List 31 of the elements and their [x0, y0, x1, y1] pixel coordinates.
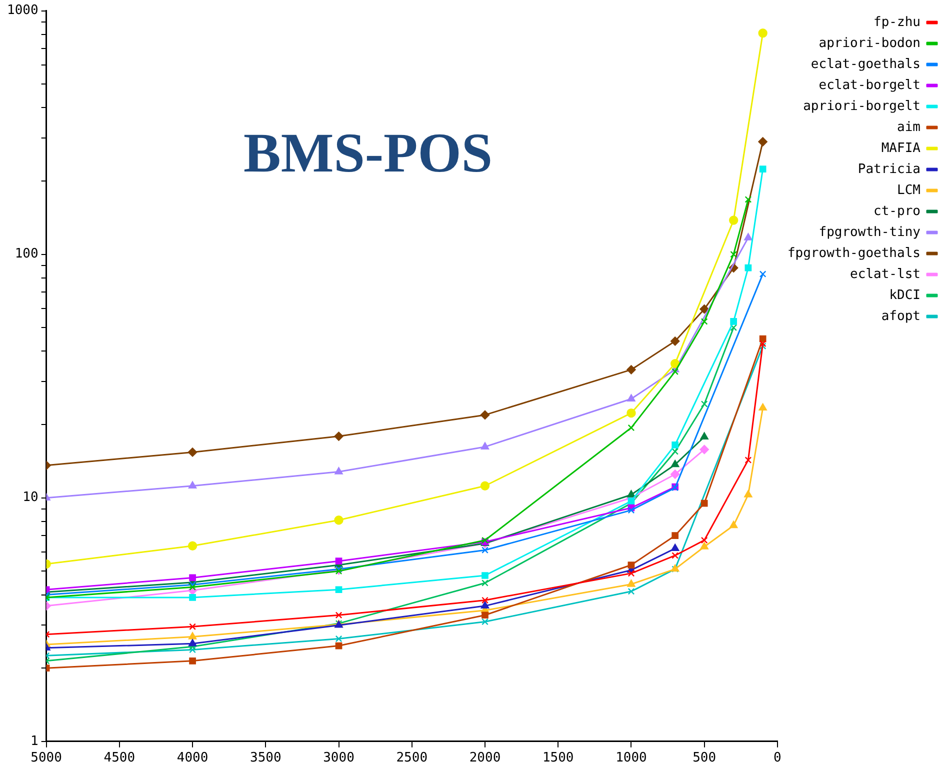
legend-label: kDCI — [889, 288, 920, 303]
legend-label: afopt — [881, 308, 920, 324]
legend-label: aim — [897, 120, 921, 135]
y-tick-label: 100 — [14, 246, 38, 262]
x-tick-label: 1000 — [616, 750, 647, 766]
legend-label: ct-pro — [874, 204, 920, 219]
x-tick-label: 2500 — [396, 750, 428, 766]
legend-label: apriori-borgelt — [803, 98, 920, 114]
x-tick-label: 3500 — [250, 750, 282, 766]
text: BMS-POS — [244, 122, 492, 184]
x-tick-label: 5000 — [30, 750, 62, 766]
x-tick-label: 4500 — [104, 750, 136, 766]
legend-label: LCM — [897, 182, 921, 198]
x-tick-label: 1500 — [542, 750, 574, 766]
legend-label: MAFIA — [881, 140, 921, 156]
x-tick-label: 0 — [774, 750, 782, 766]
legend-label: Patricia — [858, 162, 920, 177]
legend-label: apriori-bodon — [818, 36, 920, 51]
legend-label: eclat-borgelt — [818, 78, 920, 93]
x-tick-label: 500 — [692, 750, 716, 766]
x-tick-label: 3000 — [323, 750, 354, 766]
x-tick-label: 4000 — [176, 750, 208, 766]
y-tick-label: 10 — [22, 490, 38, 506]
legend-label: fpgrowth-goethals — [787, 246, 920, 261]
y-tick-label: 1000 — [6, 3, 38, 18]
y-tick-label: 1 — [30, 734, 38, 749]
legend-label: fpgrowth-tiny — [818, 224, 921, 240]
legend-label: fp-zhu — [874, 14, 920, 30]
x-tick-label: 2000 — [469, 750, 501, 766]
legend-label: eclat-lst — [850, 266, 920, 282]
legend-label: eclat-goethals — [810, 56, 920, 72]
